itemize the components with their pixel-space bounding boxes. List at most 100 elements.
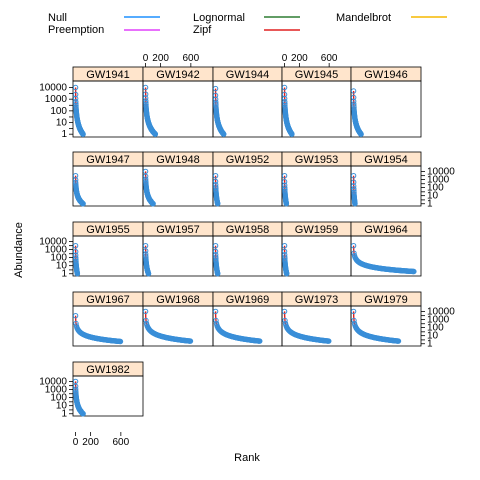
panel-title: GW1953 [295, 154, 338, 166]
panel-title: GW1942 [156, 69, 199, 81]
panel-title: GW1969 [226, 294, 269, 306]
data-point [282, 95, 288, 102]
panel-title: GW1944 [226, 69, 269, 81]
legend-label: Preemption [48, 24, 104, 36]
data-point [142, 168, 149, 175]
y-tick-label: 1 [61, 269, 67, 280]
data-point [80, 131, 86, 137]
data-point [187, 338, 194, 344]
y-tick-label: 1000 [427, 315, 450, 326]
data-point [281, 84, 288, 91]
data-point [212, 85, 219, 92]
y-tick-label: 100 [427, 183, 444, 194]
y-tick-label: 100 [50, 253, 67, 264]
y-axis-label: Abundance [13, 222, 25, 278]
panel-GW1979: GW1979 [350, 291, 422, 347]
data-point [72, 378, 79, 385]
data-point [350, 173, 357, 179]
data-point [257, 338, 263, 344]
data-point [326, 338, 332, 344]
data-point [142, 308, 149, 315]
legend-label: Zipf [193, 24, 212, 36]
y-tick-label: 1000 [45, 385, 68, 396]
data-point [80, 411, 86, 417]
panel-frame [212, 165, 283, 207]
data-point [212, 248, 219, 255]
y-tick-label: 100 [50, 393, 67, 404]
panel-title: GW1954 [364, 154, 407, 166]
panel-GW1959: GW1959 [281, 221, 352, 277]
panel-GW1957: GW1957 [142, 221, 214, 277]
panel-frame [212, 80, 283, 138]
panel-title: GW1973 [295, 294, 338, 306]
y-tick-label: 10 [56, 261, 68, 272]
y-tick-label: 10000 [427, 306, 455, 317]
data-point [73, 386, 79, 392]
panel-GW1945: GW1945 [281, 66, 352, 138]
panel-frame [350, 165, 422, 207]
panel-GW1982: GW1982 [72, 361, 144, 417]
data-point [281, 308, 288, 315]
x-tick-label: 0 [73, 437, 79, 448]
panel-frame [72, 165, 144, 207]
data-point [284, 271, 290, 277]
panel-title: GW1964 [364, 224, 407, 236]
panel-GW1941: GW1941 [72, 66, 144, 138]
panel-GW1946: GW1946 [350, 66, 422, 138]
panel-frame [142, 235, 214, 277]
x-tick-label: 0 [143, 53, 149, 64]
panel-frame [72, 375, 144, 417]
data-point [212, 173, 219, 179]
x-axis-label: Rank [234, 452, 260, 464]
y-tick-label: 1 [427, 199, 433, 210]
y-tick-label: 10000 [39, 83, 67, 94]
legend-label: Mandelbrot [336, 12, 391, 24]
panel-frame [72, 235, 144, 277]
panel-title: GW1957 [156, 224, 199, 236]
data-point [73, 249, 79, 255]
legend-label: Lognormal [193, 12, 245, 24]
panel-title: GW1982 [86, 364, 129, 376]
panel-GW1954: GW1954 [350, 151, 422, 207]
data-point [358, 131, 364, 137]
x-tick-label: 200 [291, 53, 308, 64]
panel-frame [142, 165, 214, 207]
y-tick-label: 10 [56, 118, 68, 129]
data-point [350, 243, 357, 249]
panel-title: GW1979 [364, 294, 407, 306]
panel-GW1953: GW1953 [281, 151, 352, 207]
y-tick-label: 10 [427, 331, 439, 342]
panel-GW1967: GW1967 [72, 291, 144, 347]
data-point [221, 131, 227, 137]
y-tick-label: 1000 [45, 245, 68, 256]
data-point [289, 131, 295, 137]
panel-GW1948: GW1948 [142, 151, 214, 207]
data-point [281, 248, 288, 255]
panel-frame [350, 80, 422, 138]
data-point [73, 95, 79, 102]
panel-GW1968: GW1968 [142, 291, 214, 347]
data-point [150, 201, 156, 207]
panel-frame [212, 235, 283, 277]
data-point [145, 271, 152, 277]
panel-GW1958: GW1958 [212, 221, 283, 277]
data-point [212, 308, 219, 315]
y-tick-label: 100 [50, 106, 67, 117]
panel-GW1944: GW1944 [212, 66, 283, 138]
y-tick-label: 100 [427, 323, 444, 334]
panel-frame [72, 80, 144, 138]
y-tick-label: 10 [427, 191, 439, 202]
legend-label: Null [48, 12, 67, 24]
panel-title: GW1947 [86, 154, 129, 166]
data-point [73, 383, 79, 389]
panel-frame [350, 305, 422, 347]
y-tick-label: 1 [61, 409, 67, 420]
data-point [117, 338, 124, 345]
y-tick-label: 10 [56, 401, 68, 412]
data-point [152, 131, 159, 137]
data-point [74, 271, 81, 277]
data-point [215, 271, 221, 277]
data-point [72, 243, 79, 249]
